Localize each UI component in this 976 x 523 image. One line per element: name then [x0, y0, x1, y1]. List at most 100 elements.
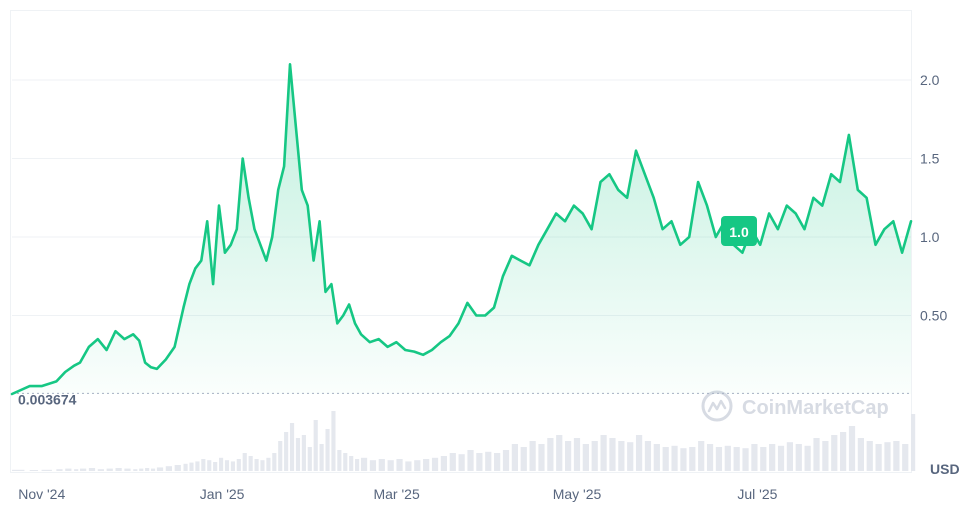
price-point — [277, 189, 279, 191]
y-tick-label: 1.0 — [920, 229, 940, 245]
plot-frame — [10, 10, 912, 473]
volume-bar — [88, 468, 96, 471]
volume-bar — [219, 457, 224, 471]
price-point — [324, 291, 326, 293]
price-point — [892, 220, 894, 222]
volume-bar — [284, 432, 289, 471]
volume-bar — [207, 460, 212, 471]
price-point — [883, 228, 885, 230]
price-point — [564, 220, 566, 222]
volume-bar — [573, 438, 581, 471]
volume-bar — [260, 460, 265, 471]
volume-bar — [301, 435, 306, 471]
volume-bar — [600, 435, 607, 471]
volume-bar — [609, 438, 616, 471]
volume-bar — [242, 453, 247, 471]
price-point — [182, 306, 184, 308]
x-tick-label: Mar '25 — [373, 486, 419, 502]
price-point — [413, 350, 415, 352]
price-point — [336, 322, 338, 324]
price-point — [236, 228, 238, 230]
volume-bar — [724, 445, 731, 471]
price-point — [466, 302, 468, 304]
volume-bar — [769, 444, 776, 471]
price-point — [253, 228, 255, 230]
price-point — [97, 338, 99, 340]
volume-bar — [174, 465, 181, 471]
price-point — [386, 346, 388, 348]
volume-bar — [325, 429, 330, 471]
current-value-text: 1.0 — [729, 224, 749, 240]
volume-bar — [440, 456, 448, 471]
price-point — [457, 322, 459, 324]
volume-bar — [857, 438, 864, 471]
volume-bar — [556, 435, 563, 471]
volume-bars — [12, 411, 916, 471]
volume-bar — [671, 445, 678, 471]
price-point — [697, 181, 699, 183]
price-point — [768, 212, 770, 214]
volume-bar — [278, 441, 283, 471]
price-point — [173, 346, 175, 348]
price-point — [644, 173, 646, 175]
price-point — [608, 173, 610, 175]
volume-bar — [627, 442, 634, 471]
price-point — [546, 228, 548, 230]
volume-bar — [742, 448, 749, 471]
price-point — [369, 341, 371, 343]
volume-bar — [529, 441, 536, 471]
volume-bar — [29, 470, 39, 471]
x-tick-label: Jan '25 — [200, 486, 245, 502]
price-point — [440, 341, 442, 343]
price-point — [848, 134, 850, 136]
volume-bar — [349, 456, 354, 471]
volume-bar — [106, 468, 113, 471]
price-point — [502, 275, 504, 277]
volume-bar — [848, 426, 856, 471]
price-point — [803, 228, 805, 230]
price-point — [857, 189, 859, 191]
price-point — [635, 150, 637, 152]
volume-bar — [733, 447, 740, 471]
price-point — [105, 349, 107, 351]
price-point — [741, 252, 743, 254]
price-point — [670, 220, 672, 222]
volume-bar — [405, 461, 412, 471]
x-axis-labels: Nov '24 Jan '25 Mar '25 May '25 Jul '25 — [18, 486, 777, 502]
price-point — [342, 314, 344, 316]
price-point — [79, 361, 81, 363]
volume-bar — [201, 459, 206, 471]
price-area-fill — [12, 64, 911, 395]
price-point — [330, 283, 332, 285]
volume-bar — [840, 432, 847, 471]
volume-bar — [272, 453, 277, 471]
volume-bar — [331, 411, 336, 471]
volume-bar — [653, 444, 660, 471]
volume-bar — [189, 462, 194, 471]
y-tick-label: 0.50 — [920, 308, 947, 324]
price-point — [590, 228, 592, 230]
price-point — [910, 220, 912, 222]
price-point — [839, 181, 841, 183]
price-point — [307, 204, 309, 206]
volume-bar — [485, 451, 492, 471]
volume-bar — [313, 420, 318, 471]
price-point — [40, 385, 42, 387]
baseline-label: 0.003674 — [18, 391, 77, 407]
volume-bar — [115, 468, 122, 471]
price-point — [271, 236, 273, 238]
volume-bar — [319, 444, 324, 471]
price-point — [484, 314, 486, 316]
price-point — [289, 63, 291, 65]
volume-bar — [289, 423, 295, 471]
price-point — [247, 197, 249, 199]
price-point — [312, 259, 314, 261]
volume-bar — [520, 447, 527, 471]
volume-bar — [662, 447, 669, 471]
price-point — [795, 212, 797, 214]
price-point — [156, 368, 158, 370]
price-point — [582, 212, 584, 214]
volume-bar — [266, 457, 271, 471]
price-point — [865, 197, 867, 199]
